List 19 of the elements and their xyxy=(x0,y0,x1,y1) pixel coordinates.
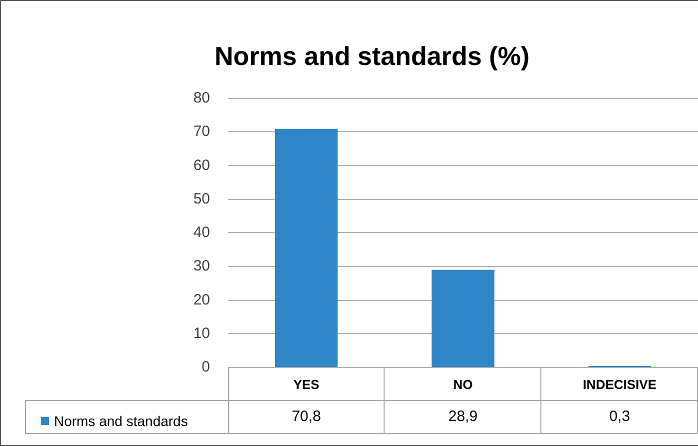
data-label: 28,9 xyxy=(447,408,479,425)
y-tick-label: 70 xyxy=(193,123,210,140)
y-tick-label: 20 xyxy=(193,291,210,308)
legend-label: Norms and standards xyxy=(54,413,188,429)
y-tick-label: 10 xyxy=(193,324,210,342)
y-tick-label: 80 xyxy=(193,90,210,106)
x-tick-label: NO xyxy=(453,377,473,392)
bar xyxy=(432,270,494,367)
y-tick-label: 30 xyxy=(193,258,210,275)
y-tick-label: 40 xyxy=(193,224,210,241)
y-tick-label: 50 xyxy=(193,190,210,208)
y-tick-label: 60 xyxy=(193,156,210,174)
x-tick-label: YES xyxy=(293,377,320,392)
x-tick-label: INDECISIVE xyxy=(582,377,657,392)
y-tick-label: 0 xyxy=(202,358,210,376)
chart-title: Norms and standards (%) xyxy=(214,41,530,71)
data-label: 0,3 xyxy=(608,408,632,425)
bar xyxy=(275,128,338,367)
data-label: 70,8 xyxy=(290,408,322,425)
